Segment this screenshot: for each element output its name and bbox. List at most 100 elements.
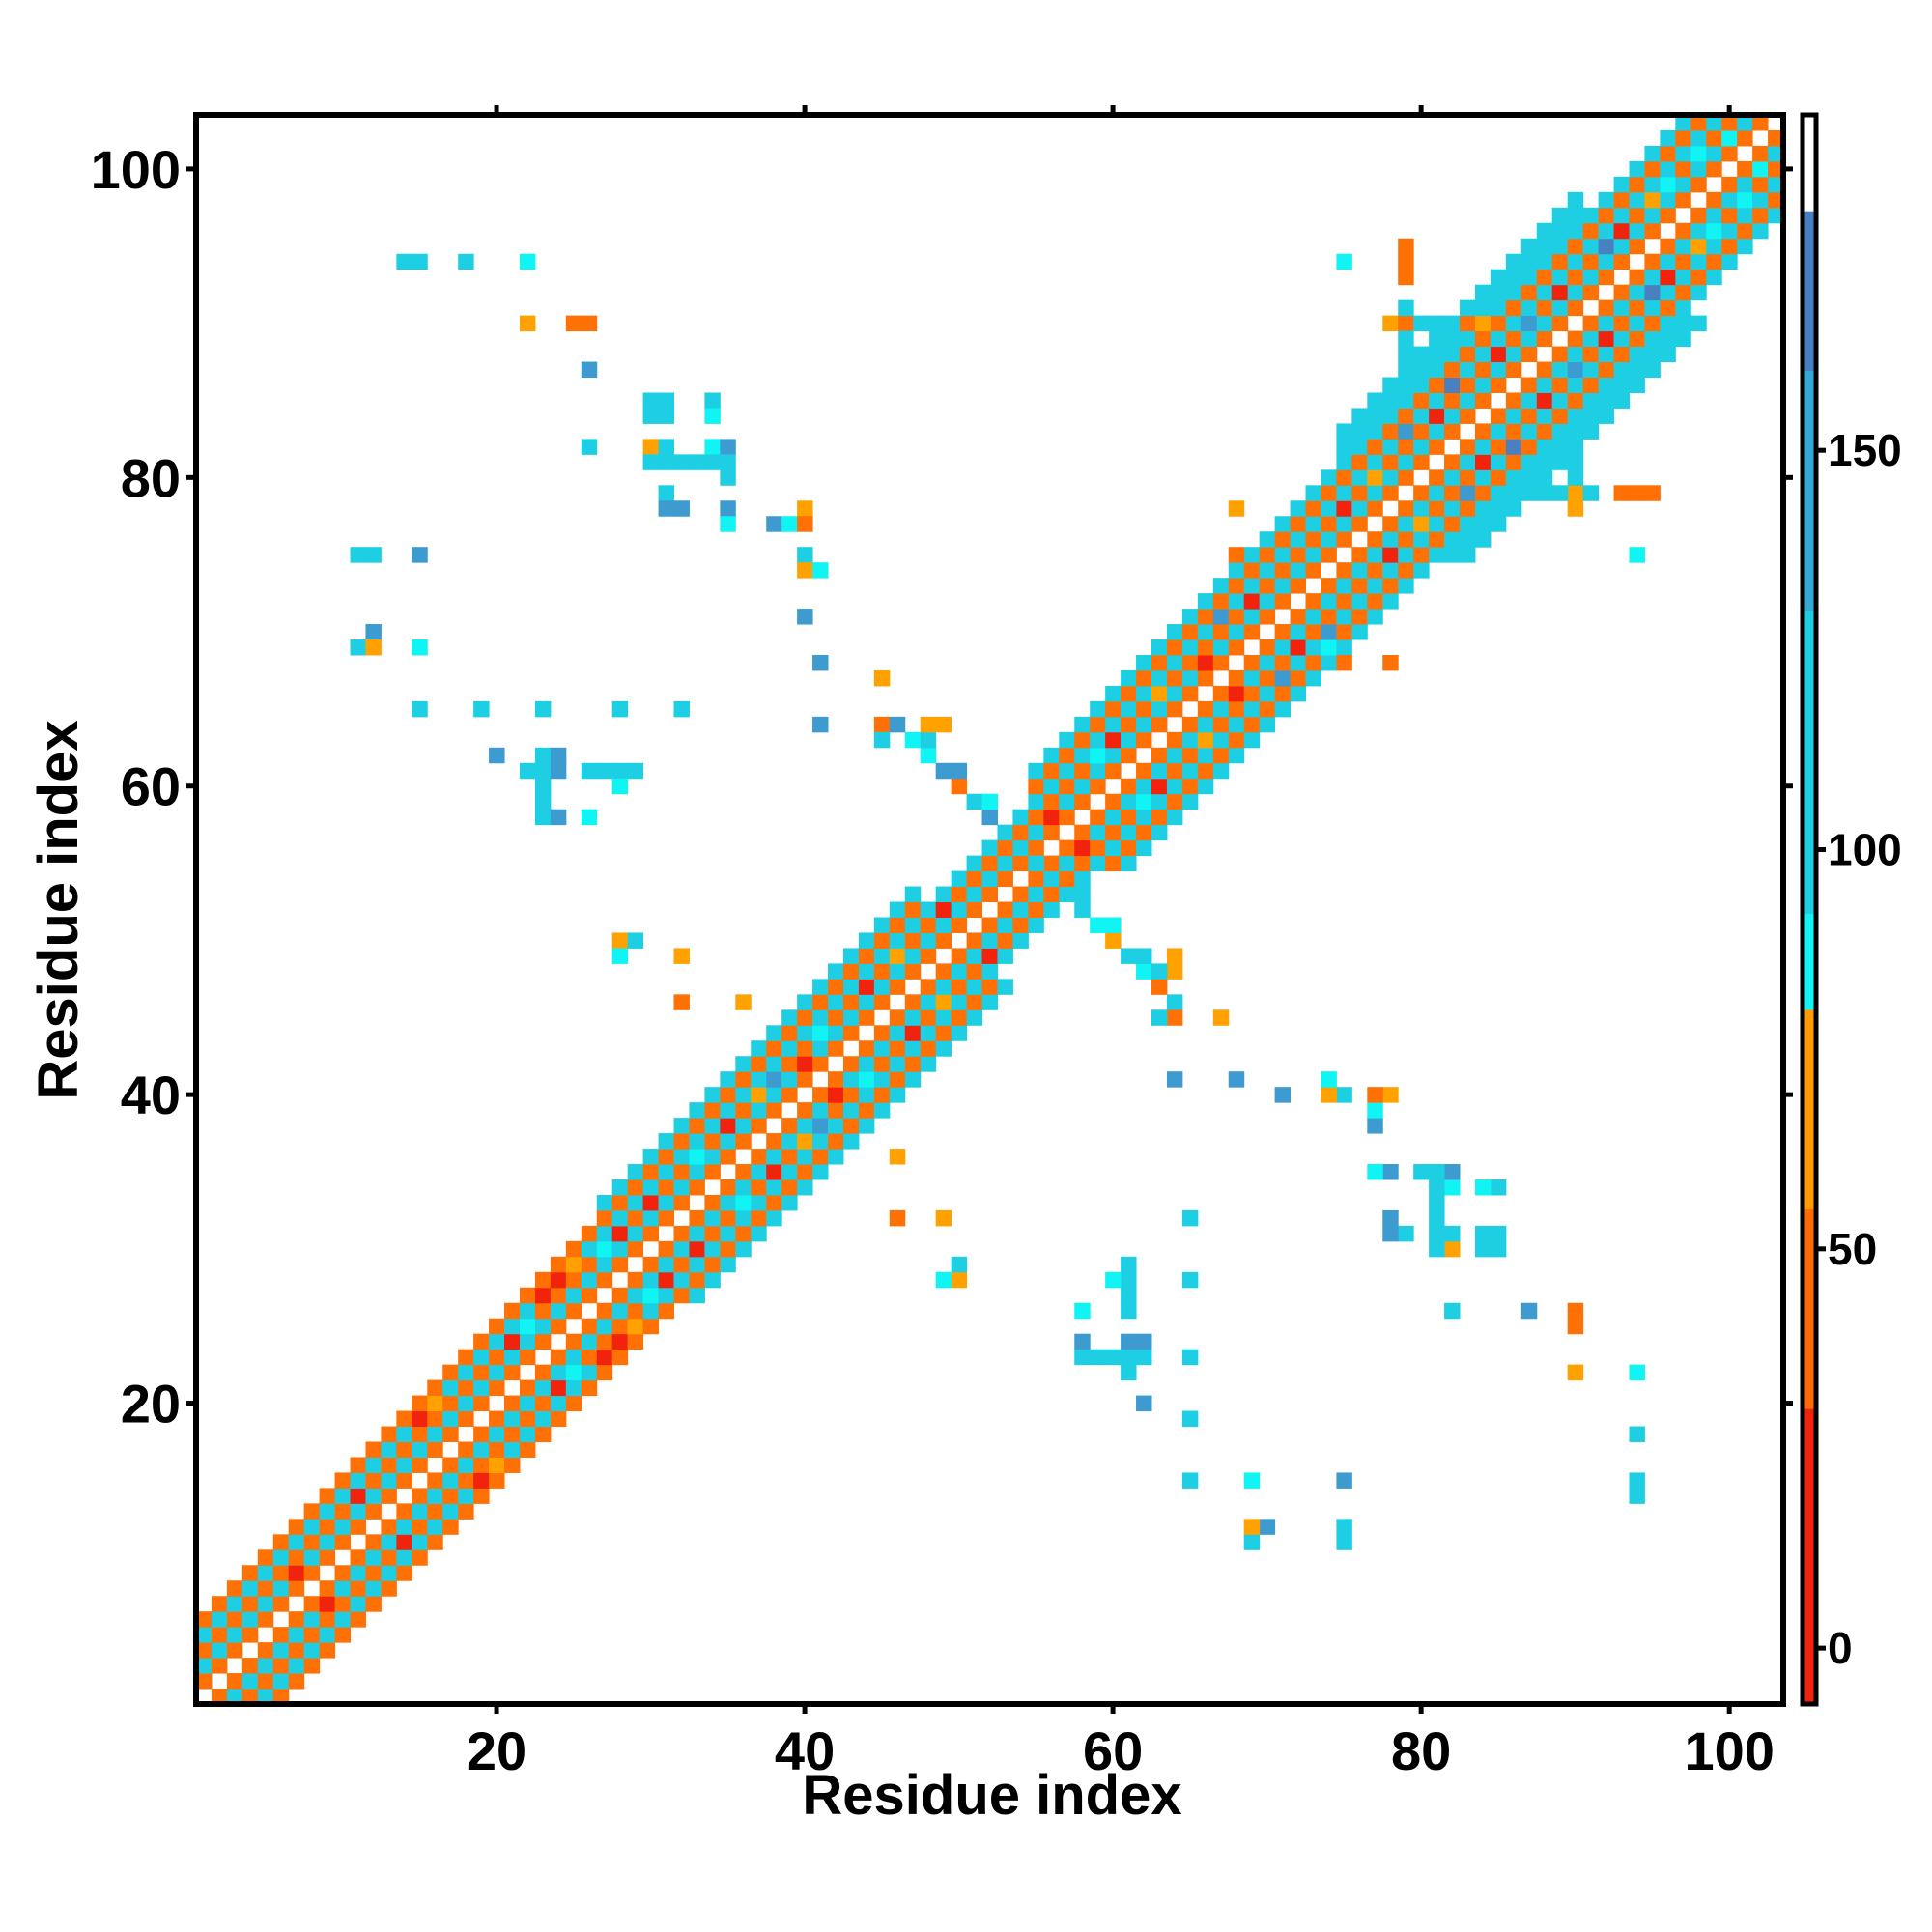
heatmap-cell [766,1194,782,1211]
heatmap-cell [1460,299,1476,317]
heatmap-cell [1629,547,1645,563]
heatmap-cell [889,979,906,995]
heatmap-cell [1536,269,1553,286]
heatmap-cell [1752,207,1769,224]
heatmap-cell [689,1209,705,1227]
heatmap-cell [550,747,567,764]
heatmap-cell [350,1519,366,1535]
heatmap-cell [1582,377,1600,393]
heatmap-cell [1644,485,1661,501]
heatmap-cell [596,1333,613,1350]
heatmap-cell [1181,639,1199,656]
heatmap-cell [1212,1009,1230,1026]
heatmap-cell [1305,500,1321,517]
heatmap-cell [1644,315,1661,332]
heatmap-cell [873,917,891,933]
heatmap-cell [412,1395,428,1412]
heatmap-cell [889,1209,906,1227]
heatmap-cell [1644,176,1661,193]
heatmap-cell [689,1240,705,1258]
heatmap-cell [889,716,906,733]
heatmap-cell [1551,269,1569,286]
heatmap-cell [534,1395,552,1412]
heatmap-cell [735,1240,752,1258]
heatmap-cell [1675,176,1691,193]
heatmap-cell [489,1426,505,1442]
heatmap-cell [1444,423,1461,440]
heatmap-cell [1274,593,1292,610]
heatmap-cell [442,1503,459,1520]
heatmap-cell [873,963,891,980]
heatmap-cell [1059,731,1075,749]
heatmap-cell [1752,222,1769,240]
heatmap-cell [704,439,721,455]
heatmap-cell [1660,253,1676,270]
heatmap-cell [1474,485,1492,501]
heatmap-cell [319,1488,336,1504]
heatmap-cell [1228,624,1245,640]
heatmap-cell [504,1426,521,1442]
heatmap-cell [1598,222,1615,240]
heatmap-cell [781,1164,798,1180]
heatmap-cell [1028,824,1044,841]
heatmap-cell [1706,269,1722,286]
heatmap-cell [319,1519,336,1535]
heatmap-cell [1382,315,1399,332]
heatmap-cell [1505,284,1522,301]
heatmap-cell [1367,392,1383,409]
heatmap-cell [720,1133,736,1150]
heatmap-cell [550,1395,567,1412]
heatmap-cell [1105,932,1122,949]
heatmap-cell [673,1179,690,1196]
heatmap-cell [1737,191,1753,209]
x-tick-label: 40 [775,1720,835,1781]
heatmap-cell [1629,346,1645,363]
heatmap-cell [1737,207,1753,224]
heatmap-cell [596,1302,613,1320]
heatmap-cell [581,1225,598,1242]
heatmap-cell [1490,454,1507,470]
heatmap-cell [489,1410,505,1428]
heatmap-cell [473,1488,490,1504]
x-axis-title: Residue index [802,1764,1181,1827]
heatmap-cell [272,1689,290,1705]
heatmap-cell [1582,485,1600,501]
heatmap-cell [642,1194,660,1211]
heatmap-cell [458,1349,474,1366]
heatmap-cell [272,1673,290,1690]
heatmap-cell [1613,330,1630,348]
heatmap-cell [1567,284,1584,301]
heatmap-cell [1105,824,1122,841]
heatmap-cell [1136,700,1152,718]
heatmap-cell [1474,1240,1492,1258]
heatmap-cell [288,1534,305,1550]
heatmap-cell [442,1426,459,1442]
heatmap-cell [935,994,952,1010]
heatmap-cell [226,1673,243,1690]
heatmap-cell [1429,439,1445,455]
heatmap-cell [642,439,660,455]
heatmap-cell [1474,315,1492,332]
heatmap-cell [1367,531,1383,548]
heatmap-cell [1413,562,1430,579]
heatmap-cell [1613,253,1630,270]
heatmap-cell [1382,1209,1399,1227]
heatmap-cell [611,948,629,964]
heatmap-cell [1444,1179,1461,1196]
heatmap-cell [242,1580,259,1597]
heatmap-cell [1398,531,1414,548]
heatmap-cell [412,639,428,656]
heatmap-cell [1598,346,1615,363]
heatmap-cell [658,1240,674,1258]
heatmap-cell [1613,392,1630,409]
y-axis-title: Residue index [27,720,90,1099]
heatmap-cell [920,932,937,949]
heatmap-cell [288,1565,305,1581]
heatmap-cell [858,979,875,995]
heatmap-cell [1721,222,1738,240]
heatmap-cell [1490,377,1507,393]
heatmap-cell [689,1179,705,1196]
heatmap-cell [412,1488,428,1504]
heatmap-cell [581,1333,598,1350]
